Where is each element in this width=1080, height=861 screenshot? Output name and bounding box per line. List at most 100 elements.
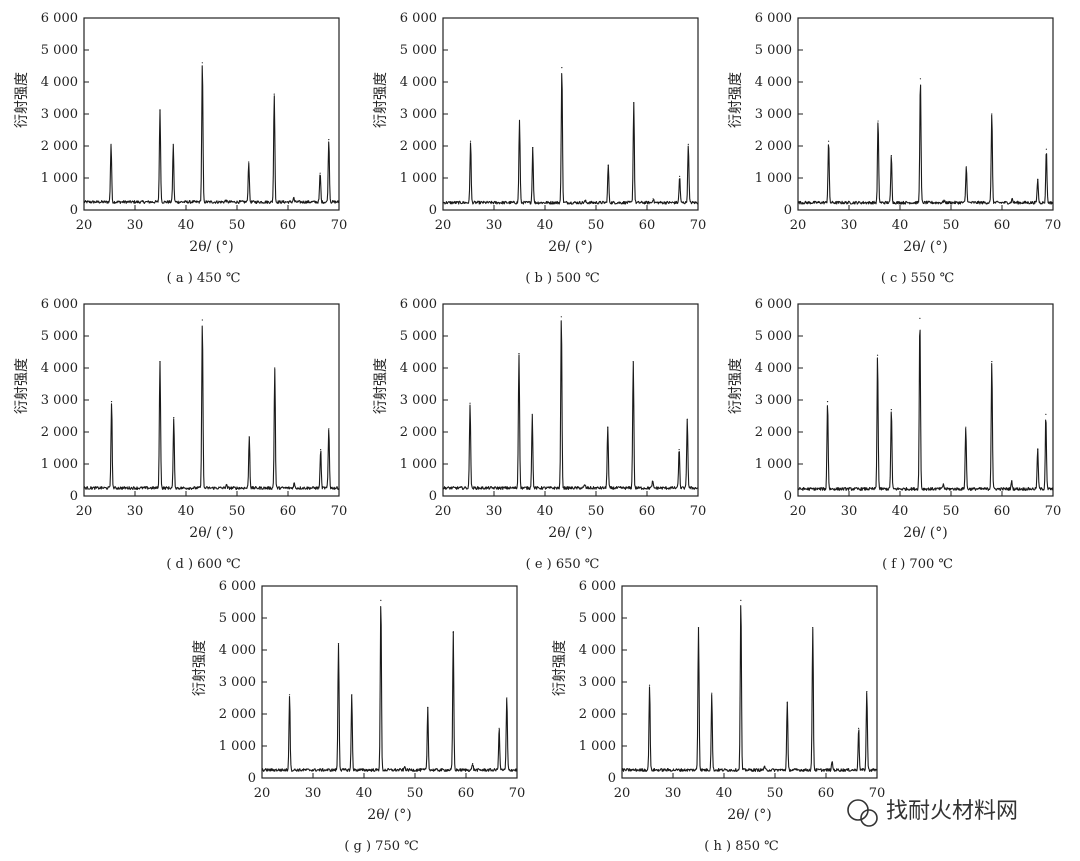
peak-point (687, 143, 689, 145)
wechat-icon (847, 799, 869, 821)
panel-caption: ( c ) 550 ℃ (881, 271, 954, 286)
peak-point (697, 627, 700, 629)
peak-point (877, 120, 879, 122)
x-tick-label: 60 (280, 504, 297, 519)
y-tick-label: 5 000 (400, 43, 437, 58)
x-tick-label: 40 (537, 218, 554, 233)
x-tick-label: 30 (305, 786, 322, 801)
peak-point (1045, 413, 1047, 415)
y-tick-label: 3 000 (41, 393, 78, 408)
peak-point (248, 436, 250, 438)
y-tick-label: 1 000 (219, 739, 256, 754)
x-tick-label: 20 (435, 504, 452, 519)
y-tick-label: 5 000 (579, 611, 616, 626)
y-axis-label: 衍射强度 (14, 72, 30, 128)
y-tick-label: 4 000 (755, 361, 792, 376)
plot-frame (442, 303, 699, 497)
y-tick-label: 0 (429, 489, 437, 504)
y-tick-label: 5 000 (219, 611, 256, 626)
y-tick-label: 2 000 (41, 139, 78, 154)
x-tick-label: 60 (458, 786, 475, 801)
x-tick-label: 40 (537, 504, 554, 519)
y-tick-label: 6 000 (400, 11, 437, 26)
y-tick-label: 1 000 (400, 457, 437, 472)
x-tick-label: 70 (331, 504, 348, 519)
plot-frame (797, 17, 1054, 211)
x-tick-label: 70 (509, 786, 526, 801)
peak-point (452, 631, 454, 634)
y-tick-label: 4 000 (579, 643, 616, 658)
plot-frame (83, 303, 340, 497)
peak-point (201, 62, 203, 64)
y-tick-label: 1 000 (41, 457, 78, 472)
peak-point (532, 147, 534, 149)
x-tick-label: 70 (1045, 218, 1062, 233)
y-tick-label: 0 (70, 489, 78, 504)
diffraction-trace (261, 606, 518, 772)
y-tick-label: 3 000 (400, 107, 437, 122)
y-tick-label: 3 000 (579, 675, 616, 690)
peak-point (831, 761, 833, 763)
y-tick-label: 6 000 (41, 297, 78, 312)
peak-point (1037, 449, 1039, 451)
peak-point (648, 684, 651, 686)
y-tick-label: 0 (70, 203, 78, 218)
x-tick-label: 50 (943, 218, 960, 233)
y-tick-label: 6 000 (41, 11, 78, 26)
y-tick-label: 0 (784, 203, 792, 218)
x-tick-label: 40 (178, 504, 195, 519)
peak-point (293, 197, 295, 199)
x-tick-label: 40 (356, 786, 373, 801)
peak-point (201, 319, 203, 321)
xrd-panel: 0 1 000 2 000 3 000 4 000 5 000 6 000 20 30 40 50 6… (728, 11, 1061, 286)
peak-point (319, 172, 321, 174)
peak-point (274, 367, 276, 369)
y-tick-label: 1 000 (41, 171, 78, 186)
x-axis-label: 2θ/ (°) (727, 807, 771, 823)
x-tick-label: 40 (178, 218, 195, 233)
y-tick-label: 0 (429, 203, 437, 218)
peak-point (469, 140, 472, 142)
x-axis-label: 2θ/ (°) (548, 239, 592, 255)
peak-point (273, 93, 275, 95)
peak-point (518, 119, 521, 121)
x-tick-label: 60 (639, 218, 656, 233)
x-tick-label: 20 (254, 786, 271, 801)
y-tick-label: 4 000 (400, 75, 437, 90)
xrd-panel: 0 1 000 2 000 3 000 4 000 5 000 6 000 20 30 40 50 6… (373, 11, 706, 286)
x-axis-label: 2θ/ (°) (367, 807, 411, 823)
y-tick-label: 5 000 (41, 43, 78, 58)
x-tick-label: 40 (892, 504, 909, 519)
diffraction-trace (797, 84, 1054, 205)
x-tick-label: 40 (716, 786, 733, 801)
x-tick-label: 50 (588, 218, 605, 233)
panel-caption: ( a ) 450 ℃ (167, 271, 241, 286)
peak-point (740, 599, 742, 602)
watermark: 找耐火材料网 (847, 799, 1018, 827)
peak-point (890, 155, 892, 157)
peak-point (320, 449, 322, 451)
x-tick-label: 50 (588, 504, 605, 519)
x-tick-label: 30 (127, 218, 144, 233)
y-axis-label: 衍射强度 (14, 358, 30, 414)
x-tick-label: 20 (76, 504, 93, 519)
peak-point (890, 409, 892, 411)
peak-point (965, 426, 967, 428)
x-tick-label: 60 (994, 218, 1011, 233)
panel-caption: ( d ) 600 ℃ (166, 557, 240, 572)
peak-point (293, 482, 295, 484)
y-tick-label: 3 000 (755, 393, 792, 408)
peak-point (159, 361, 161, 363)
peak-point (858, 727, 860, 730)
peak-point (1045, 148, 1047, 150)
y-tick-label: 1 000 (755, 457, 792, 472)
y-tick-label: 6 000 (400, 297, 437, 312)
y-tick-label: 4 000 (400, 361, 437, 376)
x-tick-label: 50 (229, 504, 246, 519)
peak-point (351, 694, 353, 696)
x-axis-label: 2θ/ (°) (903, 525, 947, 541)
y-tick-label: 6 000 (755, 297, 792, 312)
peak-point (172, 143, 174, 145)
x-tick-label: 70 (331, 218, 348, 233)
diffraction-trace (83, 325, 340, 490)
